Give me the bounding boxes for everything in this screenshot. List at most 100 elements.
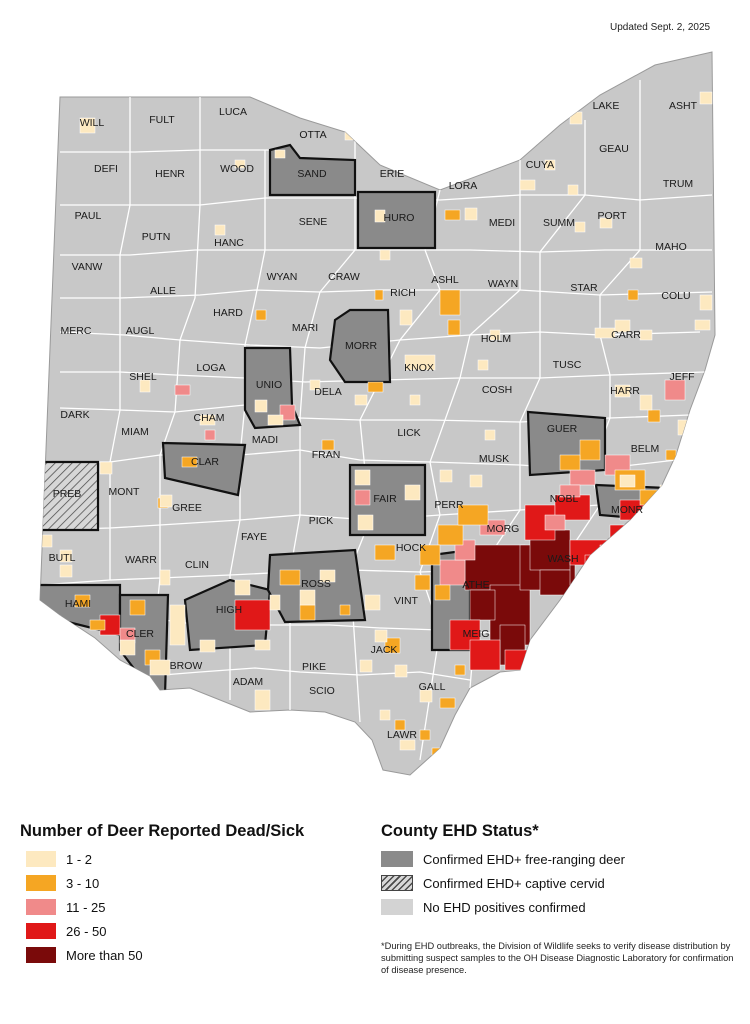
deer-report-cell xyxy=(404,354,436,371)
swatch-3-10 xyxy=(26,875,56,891)
deer-report-cell xyxy=(477,359,489,371)
deer-report-cell xyxy=(174,384,191,396)
county-label-scio: SCIO xyxy=(309,685,335,697)
deer-report-cell xyxy=(567,184,579,196)
deer-report-cell xyxy=(454,664,466,676)
deer-report-cell xyxy=(357,514,374,531)
deer-report-cell xyxy=(234,599,271,631)
county-label-preb: PREB xyxy=(53,488,82,500)
deer-report-cell xyxy=(299,589,316,606)
county-label-morg: MORG xyxy=(487,523,520,535)
county-label-luca: LUCA xyxy=(219,106,247,118)
deer-report-cell xyxy=(614,319,631,333)
legend-label: 11 - 25 xyxy=(66,899,106,915)
legend-item-free-ranging: Confirmed EHD+ free-ranging deer xyxy=(381,850,625,868)
legend-item-11-25: 11 - 25 xyxy=(26,898,106,916)
deer-report-cell xyxy=(439,559,466,586)
county-label-fran: FRAN xyxy=(312,449,341,461)
county-label-mont: MONT xyxy=(109,486,140,498)
deer-report-cell xyxy=(599,217,613,229)
deer-report-cell xyxy=(665,449,677,461)
deer-report-cell xyxy=(339,604,351,616)
county-label-mari: MARI xyxy=(292,322,318,334)
deer-report-cell xyxy=(139,379,151,393)
deer-report-cell xyxy=(427,167,441,179)
county-label-lawr: LAWR xyxy=(387,729,417,741)
deer-report-cell xyxy=(199,639,216,653)
county-label-rich: RICH xyxy=(390,287,416,299)
deer-report-cell xyxy=(627,289,639,301)
deer-report-cell xyxy=(59,564,73,578)
county-clar-ehd xyxy=(161,441,247,497)
legend-status-title: County EHD Status* xyxy=(381,822,539,840)
deer-report-cell xyxy=(664,379,686,401)
deer-report-cell xyxy=(444,209,461,221)
legend-label: More than 50 xyxy=(66,947,143,963)
county-huro-ehd xyxy=(356,190,437,250)
deer-report-cell xyxy=(254,399,268,413)
county-label-wayn: WAYN xyxy=(488,278,518,290)
deer-report-cell xyxy=(79,117,96,134)
deer-report-cell xyxy=(559,484,581,498)
deer-report-cell xyxy=(264,714,278,728)
deer-report-cell xyxy=(619,474,636,488)
deer-report-cell xyxy=(414,574,431,591)
deer-report-cell xyxy=(379,709,391,721)
county-label-shel: SHEL xyxy=(129,371,157,383)
deer-report-cell xyxy=(569,111,583,125)
county-label-miam: MIAM xyxy=(121,426,148,438)
deer-report-cell xyxy=(199,414,216,426)
deer-report-cell xyxy=(159,569,171,586)
deer-report-cell xyxy=(267,414,284,426)
county-label-dela: DELA xyxy=(314,386,341,398)
county-label-will: WILL xyxy=(80,117,105,129)
county-label-cham: CHAM xyxy=(194,412,225,424)
county-label-otta: OTTA xyxy=(299,129,326,141)
county-label-cosh: COSH xyxy=(482,384,512,396)
deer-report-cell xyxy=(694,319,711,331)
county-label-meig: MEIG xyxy=(463,628,490,640)
swatch-free-ranging xyxy=(381,851,413,867)
county-label-lora: LORA xyxy=(449,180,478,192)
county-label-ashl: ASHL xyxy=(431,274,459,286)
deer-report-cell xyxy=(321,439,335,451)
deer-report-cell xyxy=(379,249,391,261)
deer-report-cell xyxy=(234,159,246,169)
deer-report-cell xyxy=(584,554,616,576)
county-label-maho: MAHO xyxy=(655,241,687,253)
deer-report-cell xyxy=(544,159,556,171)
swatch-1-2 xyxy=(26,851,56,867)
deer-report-cell xyxy=(59,549,73,563)
deer-report-cell xyxy=(89,619,106,631)
deer-report-cell xyxy=(419,729,431,741)
deer-report-cell xyxy=(384,637,401,654)
county-label-guer: GUER xyxy=(547,423,578,435)
deer-report-cell xyxy=(204,429,216,441)
county-label-musk: MUSK xyxy=(479,453,509,465)
county-label-fult: FULT xyxy=(149,114,175,126)
county-label-hock: HOCK xyxy=(396,542,426,554)
deer-report-cell xyxy=(439,697,456,709)
deer-report-cell xyxy=(254,689,271,711)
county-label-geau: GEAU xyxy=(599,143,629,155)
county-label-medi: MEDI xyxy=(489,217,515,229)
county-label-nobl: NOBL xyxy=(550,493,579,505)
deer-report-cell xyxy=(699,294,713,311)
deer-report-cell xyxy=(269,594,281,611)
deer-report-cell xyxy=(599,544,616,558)
deer-report-cell xyxy=(374,544,396,561)
deer-report-cell xyxy=(99,461,113,475)
county-label-perr: PERR xyxy=(434,499,464,511)
county-label-summ: SUMM xyxy=(543,217,575,229)
county-label-madi: MADI xyxy=(252,434,278,446)
deer-report-cell xyxy=(544,514,566,531)
deer-report-cell xyxy=(394,664,408,678)
deer-report-cell xyxy=(469,589,496,621)
county-label-jeff: JEFF xyxy=(669,371,694,383)
deer-report-cell xyxy=(409,394,421,406)
county-label-adam: ADAM xyxy=(233,676,263,688)
deer-report-cell xyxy=(594,327,616,339)
county-label-vanw: VANW xyxy=(72,261,103,273)
deer-report-cell xyxy=(647,409,661,423)
county-label-putn: PUTN xyxy=(142,231,171,243)
